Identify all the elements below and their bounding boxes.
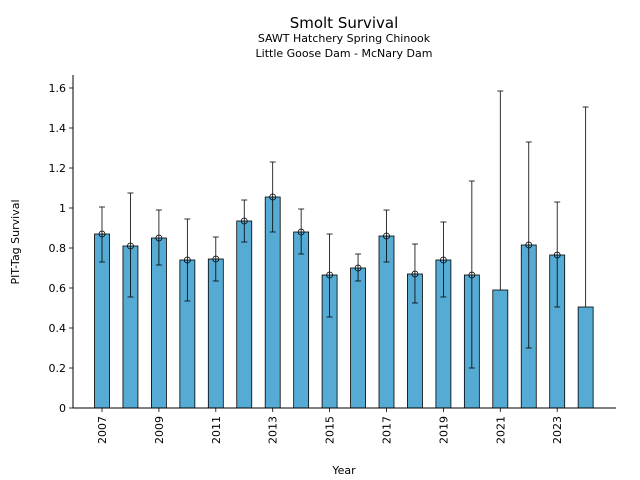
errorbars-layer <box>98 90 589 369</box>
y-ticks: 0 0.2 0.4 0.6 0.8 1 1.2 1.4 1.6 <box>49 82 73 415</box>
x-tick-label: 2007 <box>96 416 109 444</box>
bar-2016 <box>350 267 366 409</box>
x-tick-label: 2009 <box>153 416 166 444</box>
chart-subtitle-1: SAWT Hatchery Spring Chinook <box>258 32 431 45</box>
point-marker-2022 <box>525 241 533 249</box>
point-marker-2011 <box>212 255 220 263</box>
chart-subtitle-2: Little Goose Dam - McNary Dam <box>256 47 433 60</box>
y-tick-label: 0 <box>59 402 66 415</box>
x-tick-label: 2011 <box>210 416 223 444</box>
x-tick-label: 2021 <box>494 416 507 444</box>
x-tick-label: 2017 <box>381 416 394 444</box>
chart-title: Smolt Survival <box>290 14 399 32</box>
point-marker-2013 <box>269 193 277 201</box>
y-tick-label: 1.2 <box>49 162 67 175</box>
point-marker-2012 <box>240 217 248 225</box>
x-tick-label: 2013 <box>267 416 280 444</box>
point-marker-2009 <box>155 234 163 242</box>
point-marker-2020 <box>468 271 476 279</box>
point-marker-2008 <box>127 242 134 250</box>
y-tick-label: 0.8 <box>49 242 67 255</box>
point-marker-2017 <box>383 232 390 240</box>
bars-layer <box>94 196 594 409</box>
x-tick-label: 2015 <box>324 416 337 444</box>
y-tick-label: 1.6 <box>49 82 67 95</box>
bar-2021 <box>492 289 509 409</box>
x-ticks: 2007 2009 2011 2013 2015 2017 2019 2021 2023 <box>96 408 564 444</box>
y-tick-label: 1.4 <box>49 122 67 135</box>
point-marker-2016 <box>354 264 362 272</box>
y-axis-label: PIT-Tag Survival <box>9 199 22 284</box>
y-tick-label: 1 <box>59 202 66 215</box>
x-axis-label: Year <box>331 464 356 477</box>
y-tick-label: 0.2 <box>49 362 67 375</box>
point-marker-2007 <box>98 230 106 238</box>
bar-2012 <box>236 220 253 409</box>
x-tick-label: 2019 <box>437 416 450 444</box>
bar-2024 <box>577 306 594 409</box>
point-marker-2018 <box>411 270 419 278</box>
bar-2014 <box>293 231 310 409</box>
point-marker-2019 <box>439 256 447 264</box>
point-marker-2015 <box>326 271 334 279</box>
x-tick-label: 2023 <box>551 416 564 444</box>
y-tick-label: 0.6 <box>49 282 67 295</box>
point-marker-2023 <box>553 251 561 259</box>
y-tick-label: 0.4 <box>49 322 67 335</box>
point-marker-2014 <box>297 228 305 236</box>
point-marker-2010 <box>183 256 191 264</box>
